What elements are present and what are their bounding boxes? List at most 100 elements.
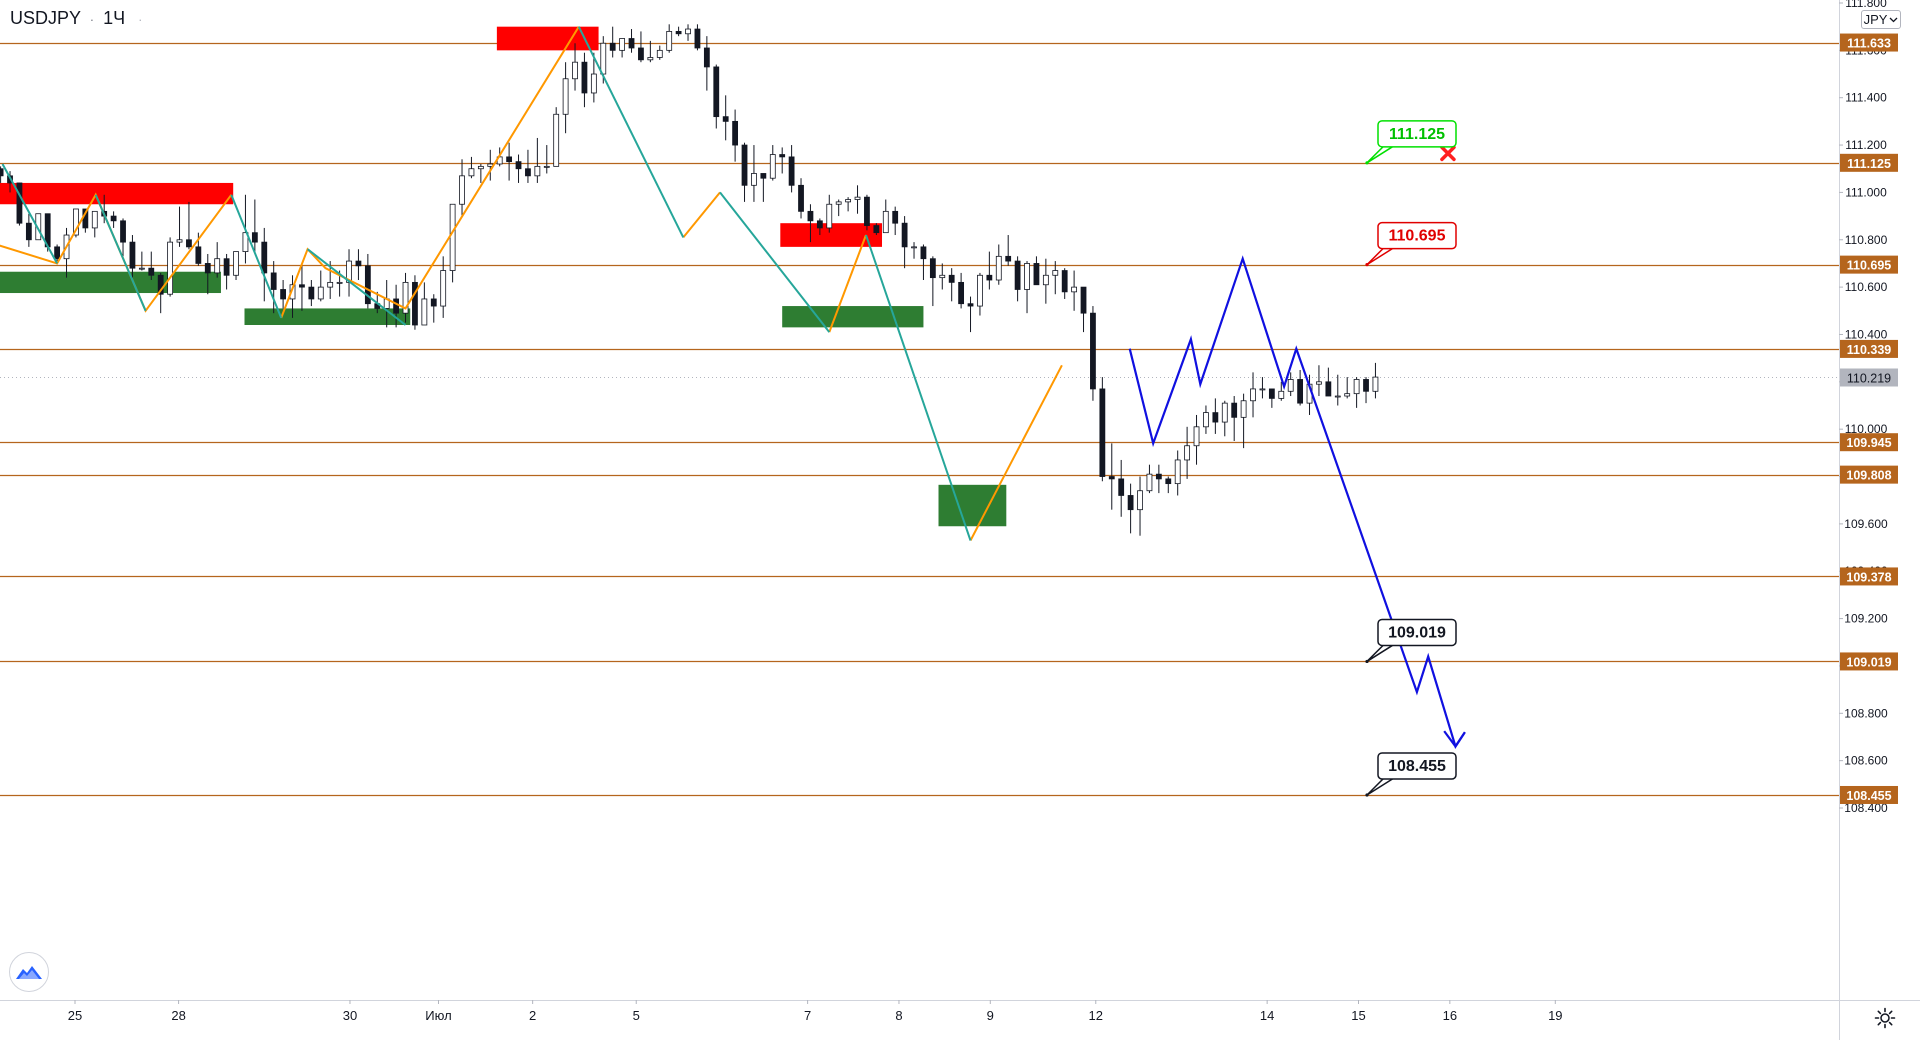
time-tick-label: 19 <box>1548 1008 1562 1023</box>
level-label-bg <box>1840 255 1898 274</box>
zigzag-up-line[interactable] <box>682 191 721 239</box>
symbol-menu-dot[interactable]: · <box>138 12 143 27</box>
price-tick-label: 111.400 <box>1845 91 1887 105</box>
resistance-zone-3[interactable] <box>496 26 599 51</box>
zigzag-down-line[interactable] <box>1 163 58 264</box>
candle-body <box>91 210 98 229</box>
candle-body <box>1259 388 1266 391</box>
zigzag-up-line[interactable] <box>280 26 580 319</box>
symbol-separator: · <box>89 12 95 27</box>
time-axis[interactable]: 25 28 30 Июл 2 5 7 8 9 12 14 15 16 19 <box>68 1000 1563 1023</box>
callout-box-109.019[interactable] <box>1377 618 1457 647</box>
candle-body <box>402 281 409 314</box>
candle-body <box>1099 388 1106 477</box>
candle-body <box>242 232 249 253</box>
candle-body <box>675 31 682 35</box>
symbol-interval: 1Ч <box>103 8 126 28</box>
support-zone-5[interactable] <box>782 306 924 328</box>
resistance-zone-4[interactable] <box>780 223 883 247</box>
time-tick-label: 8 <box>895 1008 902 1023</box>
candle-body <box>299 284 305 288</box>
symbol-title: USDJPY · 1Ч · <box>10 8 142 29</box>
candle-body <box>1363 379 1369 392</box>
support-zone-2[interactable] <box>244 308 411 325</box>
candle-body <box>590 73 597 94</box>
candle-body <box>233 251 239 276</box>
price-tick-label: 111.000 <box>1845 185 1887 199</box>
candle-body <box>16 182 23 224</box>
price-tick-label: 111.200 <box>1845 138 1887 152</box>
candle-body <box>958 281 965 305</box>
candle-body <box>553 113 560 167</box>
zigzag-down-line[interactable] <box>94 194 147 312</box>
time-tick-label: 25 <box>68 1008 82 1023</box>
candle-body <box>788 156 795 186</box>
level-label-109.808: 109.808 <box>1846 469 1891 483</box>
forecast-arrowhead <box>1443 730 1466 749</box>
candle-body <box>760 173 767 179</box>
zigzag-down-line[interactable] <box>865 234 972 541</box>
price-axis-level-labels: 111.633 111.125 110.695 110.339 109.945 109.8… <box>1840 33 1898 804</box>
candle-body <box>477 165 484 170</box>
candle-body <box>685 28 691 35</box>
candle-body <box>995 255 1002 281</box>
candle-body <box>1287 379 1294 392</box>
tradingview-logo-icon[interactable] <box>9 952 49 992</box>
candle-body <box>0 168 4 177</box>
candle-body <box>317 286 324 300</box>
candle-body <box>1221 402 1228 423</box>
forecast-line[interactable] <box>1128 255 1466 749</box>
zigzag-down-line[interactable] <box>306 248 407 326</box>
callout-value: 111.125 <box>1389 126 1445 143</box>
candle-body <box>308 286 315 300</box>
candles <box>0 24 1379 536</box>
callout-box-111.125[interactable] <box>1377 120 1457 148</box>
candle-body <box>845 199 852 203</box>
currency-dropdown[interactable]: JPY <box>1861 10 1901 29</box>
candle-body <box>713 66 720 118</box>
level-label-109.019: 109.019 <box>1846 655 1891 669</box>
candle-body <box>195 246 202 264</box>
price-axis[interactable]: 111.800111.600111.400111.200111.000110.8… <box>1839 0 1888 815</box>
time-tick-label: 12 <box>1089 1008 1103 1023</box>
candle-body <box>73 208 79 236</box>
callout-box-108.455[interactable] <box>1377 752 1457 780</box>
level-label-111.633: 111.633 <box>1847 37 1891 51</box>
current-price-label: 110.219 <box>1847 372 1891 386</box>
zigzag-lines <box>0 26 1063 541</box>
zigzag-down-line[interactable] <box>230 194 283 319</box>
level-label-bg <box>1840 33 1898 52</box>
candle-body <box>186 239 192 248</box>
candle-body <box>1155 473 1162 480</box>
candle-body <box>270 272 277 290</box>
chart-pane[interactable] <box>0 0 1839 1000</box>
candle-body <box>1250 388 1256 402</box>
candle-body <box>515 161 522 170</box>
candle-body <box>600 42 607 75</box>
time-tick-label: 15 <box>1351 1008 1365 1023</box>
callout-box-110.695[interactable] <box>1377 221 1457 250</box>
currency-label: JPY <box>1863 12 1888 27</box>
zigzag-up-line[interactable] <box>828 234 867 333</box>
time-tick-label: 7 <box>804 1008 811 1023</box>
level-label-bg <box>1840 652 1898 671</box>
candle-body <box>1165 478 1172 485</box>
red-cross-icon[interactable] <box>1440 145 1456 162</box>
support-zone-1[interactable] <box>0 271 221 294</box>
candle-body <box>176 239 183 243</box>
candle-body <box>54 246 61 260</box>
candle-body <box>1372 376 1379 392</box>
resistance-zone-0[interactable] <box>0 182 234 205</box>
candle-body <box>977 274 983 307</box>
candle-body <box>129 241 136 269</box>
gear-icon[interactable] <box>1874 1007 1896 1029</box>
level-label-bg <box>1840 465 1898 484</box>
candle-body <box>223 258 230 276</box>
zigzag-down-line[interactable] <box>577 26 685 238</box>
zigzag-down-line[interactable] <box>719 191 831 333</box>
zigzag-up-line[interactable] <box>969 364 1063 541</box>
callout-value: 109.019 <box>1388 624 1446 641</box>
candle-body <box>543 165 550 168</box>
candle-body <box>807 210 814 222</box>
